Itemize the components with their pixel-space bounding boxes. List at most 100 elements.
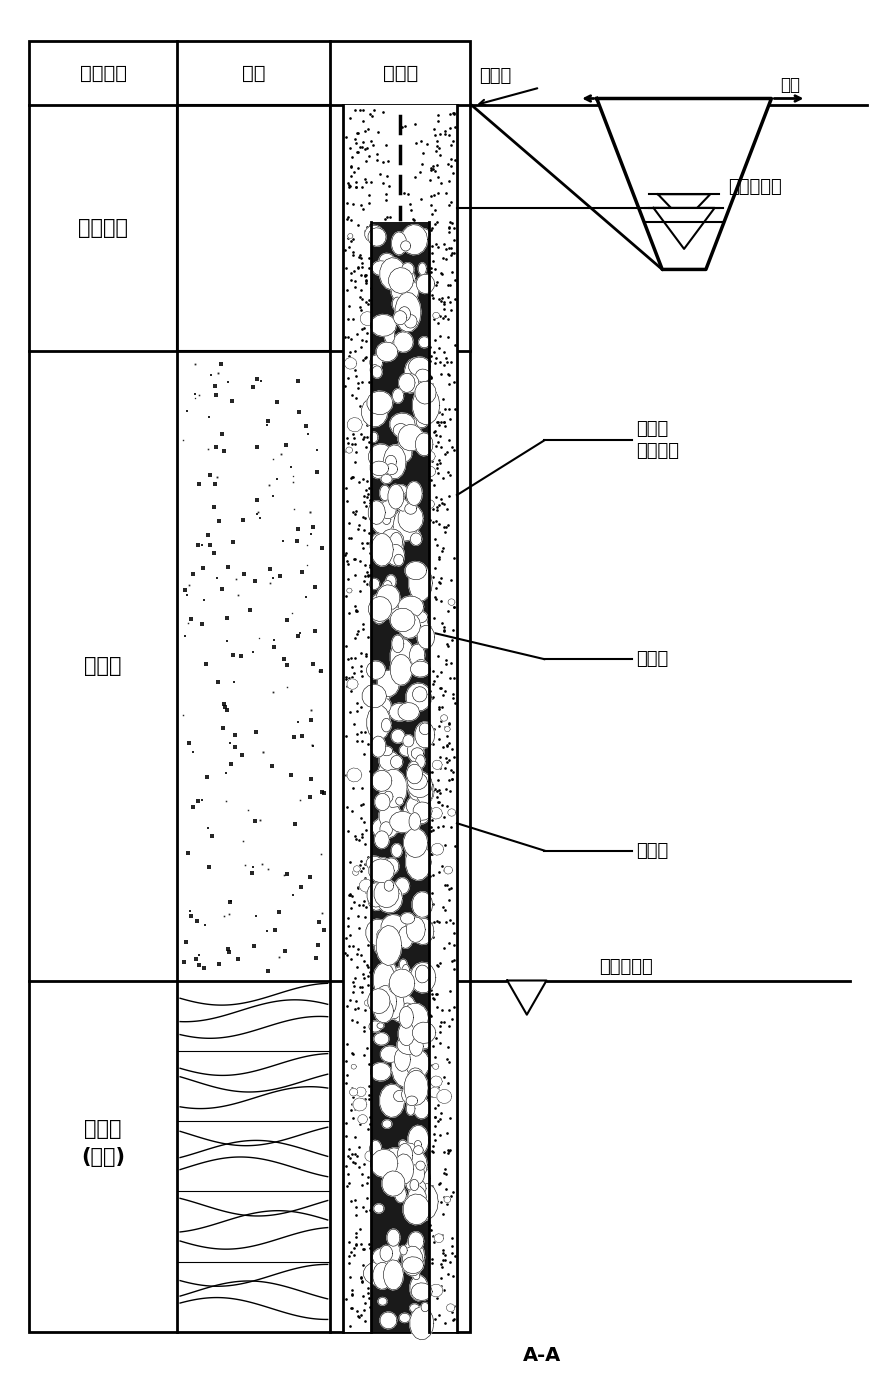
- Polygon shape: [431, 843, 443, 855]
- Polygon shape: [448, 809, 455, 816]
- Polygon shape: [392, 232, 407, 255]
- Polygon shape: [408, 1179, 426, 1197]
- Polygon shape: [370, 533, 387, 557]
- Polygon shape: [384, 791, 392, 802]
- Polygon shape: [411, 1163, 424, 1185]
- Polygon shape: [393, 310, 407, 325]
- Polygon shape: [414, 777, 434, 805]
- Polygon shape: [434, 1234, 443, 1243]
- Polygon shape: [366, 660, 385, 680]
- Polygon shape: [399, 1002, 415, 1028]
- Polygon shape: [405, 562, 426, 579]
- Polygon shape: [395, 270, 415, 287]
- Polygon shape: [390, 413, 414, 435]
- Polygon shape: [361, 397, 387, 427]
- Polygon shape: [359, 879, 372, 892]
- Polygon shape: [406, 684, 431, 711]
- Polygon shape: [392, 666, 399, 678]
- Bar: [371, 221, 428, 1332]
- Polygon shape: [440, 715, 447, 721]
- Polygon shape: [368, 501, 385, 524]
- Text: 渗透井: 渗透井: [382, 63, 417, 82]
- Polygon shape: [406, 482, 421, 505]
- Polygon shape: [379, 1245, 392, 1262]
- Polygon shape: [384, 880, 393, 891]
- Polygon shape: [379, 796, 388, 806]
- Polygon shape: [374, 794, 390, 810]
- Polygon shape: [386, 789, 400, 810]
- Polygon shape: [372, 1262, 392, 1289]
- Polygon shape: [420, 570, 428, 578]
- Polygon shape: [399, 417, 420, 437]
- Polygon shape: [378, 584, 393, 604]
- Polygon shape: [398, 1022, 414, 1046]
- Polygon shape: [406, 795, 430, 817]
- Polygon shape: [407, 1126, 428, 1155]
- Polygon shape: [403, 1151, 427, 1179]
- Polygon shape: [352, 869, 358, 876]
- Polygon shape: [386, 492, 399, 509]
- Polygon shape: [414, 1097, 429, 1119]
- Polygon shape: [387, 1243, 400, 1262]
- Polygon shape: [390, 533, 402, 552]
- Polygon shape: [418, 387, 427, 397]
- Polygon shape: [393, 1153, 414, 1185]
- Polygon shape: [402, 1240, 424, 1274]
- Polygon shape: [657, 194, 709, 221]
- Polygon shape: [390, 443, 412, 463]
- Text: A-A: A-A: [522, 1346, 561, 1365]
- Polygon shape: [385, 1148, 404, 1170]
- Polygon shape: [429, 807, 442, 820]
- Polygon shape: [380, 1046, 399, 1063]
- Polygon shape: [406, 843, 431, 880]
- Polygon shape: [387, 859, 398, 872]
- Polygon shape: [362, 684, 386, 708]
- Polygon shape: [405, 971, 423, 990]
- Polygon shape: [369, 859, 394, 883]
- Polygon shape: [378, 1297, 386, 1306]
- Polygon shape: [376, 585, 399, 611]
- Polygon shape: [411, 748, 423, 759]
- Polygon shape: [401, 1086, 415, 1103]
- Polygon shape: [348, 233, 353, 239]
- Text: 滤料层: 滤料层: [636, 842, 667, 859]
- Polygon shape: [385, 456, 396, 468]
- Text: 隔水层顶板: 隔水层顶板: [598, 958, 651, 976]
- Polygon shape: [371, 533, 392, 566]
- Polygon shape: [412, 919, 434, 945]
- Polygon shape: [394, 1142, 421, 1185]
- Polygon shape: [386, 545, 404, 566]
- Polygon shape: [392, 423, 407, 437]
- Polygon shape: [391, 486, 405, 500]
- Polygon shape: [394, 292, 421, 332]
- Polygon shape: [410, 660, 430, 677]
- Polygon shape: [390, 608, 414, 632]
- Polygon shape: [394, 1048, 410, 1071]
- Polygon shape: [371, 448, 379, 459]
- Polygon shape: [390, 655, 412, 685]
- Polygon shape: [401, 1004, 428, 1032]
- Polygon shape: [401, 262, 414, 276]
- Polygon shape: [383, 581, 392, 590]
- Polygon shape: [379, 699, 391, 713]
- Polygon shape: [395, 798, 403, 805]
- Polygon shape: [402, 1256, 423, 1274]
- Polygon shape: [366, 857, 382, 870]
- Polygon shape: [371, 365, 382, 378]
- Polygon shape: [384, 858, 399, 875]
- Polygon shape: [369, 578, 379, 589]
- Polygon shape: [432, 1064, 438, 1070]
- Polygon shape: [383, 445, 406, 479]
- Polygon shape: [430, 1076, 442, 1087]
- Polygon shape: [402, 735, 414, 747]
- Text: 片麻岩
(基岩): 片麻岩 (基岩): [81, 1119, 125, 1167]
- Polygon shape: [398, 596, 423, 618]
- Polygon shape: [413, 810, 428, 824]
- Polygon shape: [398, 703, 419, 721]
- Polygon shape: [409, 1304, 419, 1313]
- Polygon shape: [412, 686, 427, 702]
- Polygon shape: [374, 941, 387, 954]
- Polygon shape: [390, 638, 414, 676]
- Polygon shape: [415, 755, 425, 768]
- Polygon shape: [353, 866, 360, 872]
